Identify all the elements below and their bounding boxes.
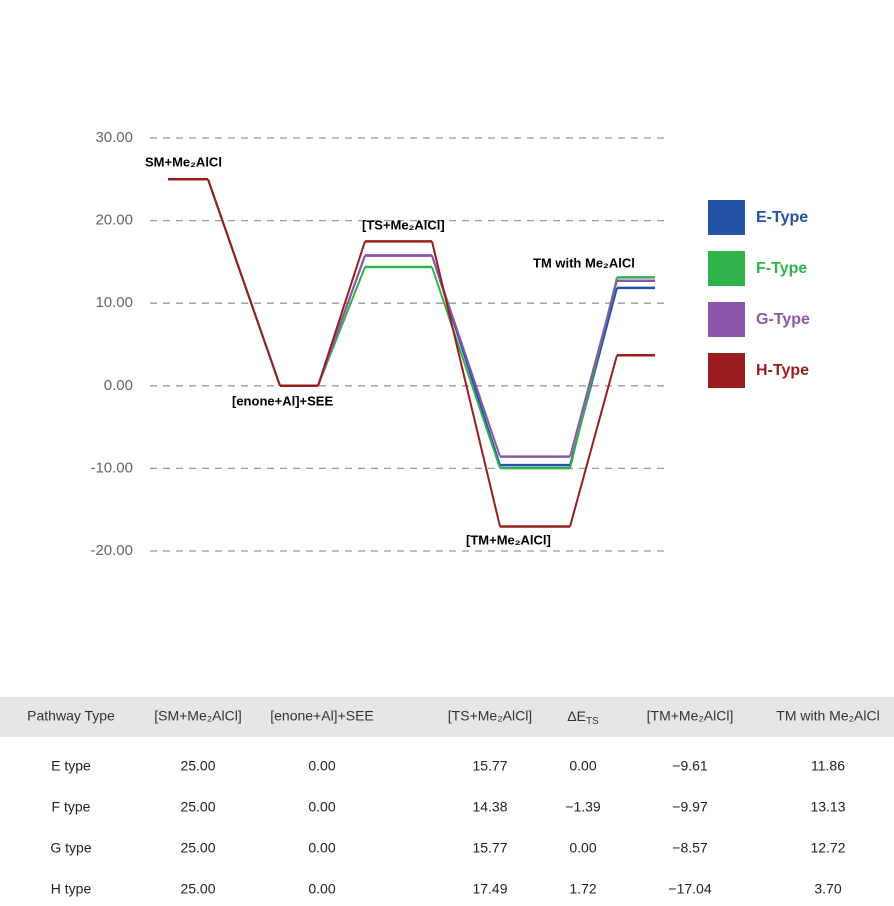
table-header: [TM+Me₂AlCl] — [647, 708, 734, 724]
y-tick-label: -20.00 — [90, 542, 133, 559]
connector — [318, 241, 365, 385]
table-cell: G type — [50, 840, 91, 856]
table-cell: 25.00 — [180, 799, 215, 815]
y-tick-label: 30.00 — [95, 129, 133, 146]
table-cell: −8.57 — [672, 840, 708, 856]
table-cell: 0.00 — [308, 881, 335, 897]
table-cell: 14.38 — [472, 799, 507, 815]
table-cell: −1.39 — [565, 799, 601, 815]
y-tick-label: 20.00 — [95, 212, 133, 229]
table-cell: 1.72 — [569, 881, 596, 897]
legend-swatch — [708, 200, 745, 235]
table-cell: −9.61 — [672, 758, 708, 774]
table-cell: 0.00 — [308, 799, 335, 815]
connector — [432, 241, 500, 526]
table-cell: 11.86 — [811, 758, 845, 774]
level-label: [TS+Me₂AlCl] — [362, 217, 445, 232]
level-label: SM+Me₂AlCl — [145, 154, 222, 169]
table-cell: −9.97 — [672, 799, 708, 815]
table-cell: H type — [51, 881, 92, 897]
figure: -20.00 -10.00 0.00 10.00 20.00 30.00 E-Type F-T… — [0, 0, 894, 906]
level-label: TM with Me₂AlCl — [533, 255, 635, 270]
connector — [432, 267, 500, 468]
table-header: [TS+Me₂AlCl] — [448, 708, 532, 724]
table-cell: 0.00 — [569, 758, 596, 774]
legend-label: E-Type — [756, 209, 808, 226]
legend-label: G-Type — [756, 311, 810, 328]
connector — [570, 281, 617, 457]
table-header: Pathway Type — [27, 708, 115, 724]
table-cell: 15.77 — [472, 840, 507, 856]
y-tick-label: -10.00 — [90, 459, 133, 476]
table-cell: 15.77 — [472, 758, 507, 774]
connector — [208, 179, 280, 385]
y-tick-label: 10.00 — [95, 294, 133, 311]
header-sub: TS — [586, 716, 599, 727]
level-label: [TM+Me₂AlCl] — [466, 532, 551, 547]
table-header: [SM+Me₂AlCl] — [154, 708, 242, 724]
table-cell: 0.00 — [569, 840, 596, 856]
legend-label: F-Type — [756, 260, 807, 277]
table-cell: −17.04 — [668, 881, 711, 897]
table-header: [enone+Al]+SEE — [270, 708, 374, 724]
table-cell: 0.00 — [308, 840, 335, 856]
table-cell: 25.00 — [180, 758, 215, 774]
table-cell: 3.70 — [814, 881, 841, 897]
table-header: TM with Me₂AlCl — [776, 708, 879, 724]
table-cell: 17.49 — [472, 881, 507, 897]
table-cell: E type — [51, 758, 91, 774]
table-cell: 12.72 — [810, 840, 845, 856]
table-cell: 0.00 — [308, 758, 335, 774]
legend-swatch — [708, 353, 745, 388]
table-cell: 13.13 — [810, 799, 845, 815]
table-cell: 25.00 — [180, 840, 215, 856]
table-cell: F type — [52, 799, 91, 815]
header-part: ΔE — [567, 708, 586, 724]
legend-swatch — [708, 251, 745, 286]
level-label: [enone+Al]+SEE — [232, 393, 333, 408]
y-tick-label: 0.00 — [104, 377, 133, 394]
legend-swatch — [708, 302, 745, 337]
legend-label: H-Type — [756, 362, 809, 379]
table-cell: 25.00 — [180, 881, 215, 897]
